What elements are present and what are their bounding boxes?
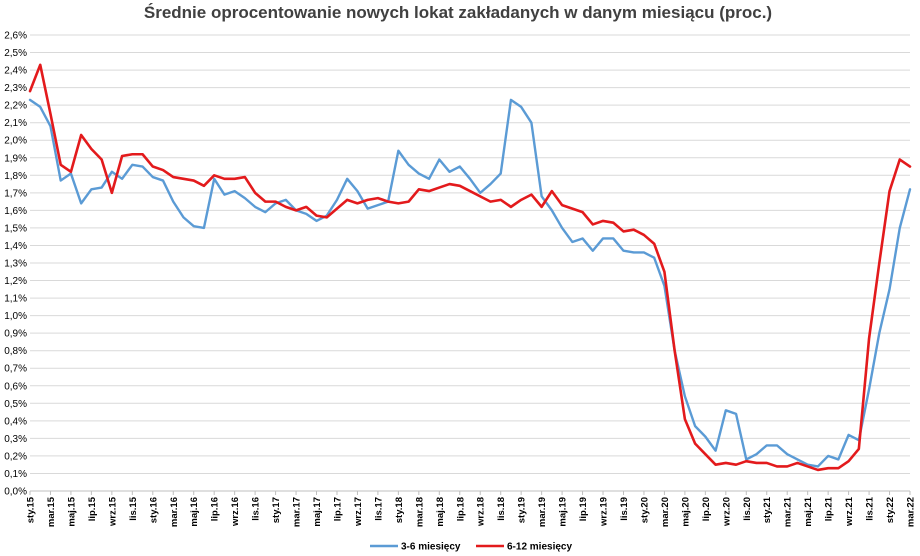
x-tick-label: lip.19 — [578, 497, 589, 521]
y-tick-label: 1,3% — [4, 259, 27, 270]
x-tick-label: wrz.15 — [107, 496, 118, 527]
x-tick-label: lis.18 — [496, 497, 507, 521]
x-tick-label: lis.20 — [742, 497, 753, 521]
x-tick-label: lis.15 — [128, 496, 139, 520]
y-tick-label: 0,3% — [4, 434, 27, 445]
x-tick-label: mar.20 — [660, 497, 671, 527]
y-tick-label: 2,6% — [4, 31, 27, 42]
y-tick-label: 0,1% — [4, 469, 27, 480]
x-tick-label: wrz.16 — [230, 497, 241, 527]
x-tick-label: lis.16 — [251, 497, 262, 521]
x-tick-label: maj.21 — [803, 496, 814, 526]
y-tick-label: 0,9% — [4, 329, 27, 340]
x-tick-label: maj.15 — [66, 496, 77, 526]
y-tick-label: 0,5% — [4, 399, 27, 410]
x-tick-label: lip.21 — [824, 496, 835, 521]
legend-label-2: 6-12 miesięcy — [507, 542, 572, 553]
y-tick-label: 1,9% — [4, 153, 27, 164]
x-tick-label: mar.22 — [906, 497, 917, 527]
x-tick-label: mar.18 — [414, 497, 425, 527]
gridlines — [30, 34, 910, 492]
x-tick-label: maj.18 — [435, 497, 446, 527]
y-tick-label: 2,4% — [4, 66, 27, 77]
y-tick-label: 0,6% — [4, 381, 27, 392]
x-tick-label: wrz.19 — [599, 497, 610, 527]
x-tick-label: lip.16 — [210, 497, 221, 521]
x-tick-label: sty.20 — [639, 497, 650, 523]
x-tick-label: maj.20 — [680, 497, 691, 527]
y-tick-label: 2,1% — [4, 118, 27, 129]
x-tick-label: wrz.17 — [353, 497, 364, 527]
x-tick-label: wrz.18 — [476, 497, 487, 527]
y-axis-tick-labels: 0,0% 0,1% 0,2% 0,3% 0,4% 0,5% 0,6% 0,7% 0,8% 0,9%… — [4, 31, 27, 498]
y-tick-label: 1,2% — [4, 276, 27, 287]
y-tick-label: 2,5% — [4, 48, 27, 59]
x-tick-label: mar.16 — [169, 497, 180, 527]
x-tick-label: maj.16 — [189, 497, 200, 527]
x-tick-label: lip.18 — [455, 497, 466, 521]
y-tick-label: 1,8% — [4, 171, 27, 182]
y-tick-label: 2,3% — [4, 83, 27, 94]
y-tick-label: 1,6% — [4, 206, 27, 217]
y-tick-label: 0,7% — [4, 364, 27, 375]
x-tick-label: lip.17 — [332, 497, 343, 521]
y-tick-label: 0,4% — [4, 416, 27, 427]
y-tick-label: 1,4% — [4, 241, 27, 252]
series-line-1 — [28, 98, 912, 468]
x-tick-label: mar.21 — [783, 496, 794, 527]
x-tick-label: lip.15 — [87, 496, 98, 521]
x-tick-label: mar.17 — [292, 497, 303, 527]
x-tick-label: sty.22 — [885, 497, 896, 523]
x-tick-label: sty.15 — [26, 496, 37, 523]
x-tick-label: lis.19 — [619, 497, 630, 521]
y-tick-label: 1,0% — [4, 311, 27, 322]
x-tick-label: mar.15 — [46, 496, 57, 527]
series-line-2 — [28, 63, 912, 472]
x-tick-label: maj.17 — [312, 497, 323, 527]
legend-label-1: 3-6 miesięcy — [401, 542, 461, 553]
x-tick-label: lis.21 — [865, 496, 876, 520]
series-lines — [28, 63, 912, 472]
y-tick-label: 0,8% — [4, 346, 27, 357]
x-tick-label: maj.19 — [558, 497, 569, 527]
y-tick-label: 2,2% — [4, 101, 27, 112]
legend: 3-6 miesięcy 6-12 miesięcy — [370, 542, 572, 553]
y-tick-label: 1,5% — [4, 223, 27, 234]
y-tick-label: 0,0% — [4, 487, 27, 498]
x-tick-label: sty.19 — [517, 497, 528, 523]
y-tick-label: 1,1% — [4, 294, 27, 305]
x-tick-label: lis.17 — [373, 497, 384, 521]
x-tick-label: wrz.21 — [844, 496, 855, 527]
x-tick-label: lip.20 — [701, 497, 712, 521]
y-tick-label: 1,7% — [4, 188, 27, 199]
x-tick-label: mar.19 — [537, 497, 548, 527]
x-tick-label: sty.17 — [271, 497, 282, 523]
x-tick-label: sty.18 — [394, 497, 405, 523]
y-tick-label: 0,2% — [4, 451, 27, 462]
x-tick-label: sty.16 — [148, 497, 159, 523]
x-tick-label: wrz.20 — [721, 497, 732, 527]
x-axis-tick-labels: sty.15 mar.15 maj.15 lip.15 wrz.15 lis.15 sty.… — [26, 491, 917, 527]
chart-title: Średnie oprocentowanie nowych lokat zakł… — [144, 3, 772, 22]
x-tick-label: sty.21 — [762, 496, 773, 523]
y-tick-label: 2,0% — [4, 136, 27, 147]
